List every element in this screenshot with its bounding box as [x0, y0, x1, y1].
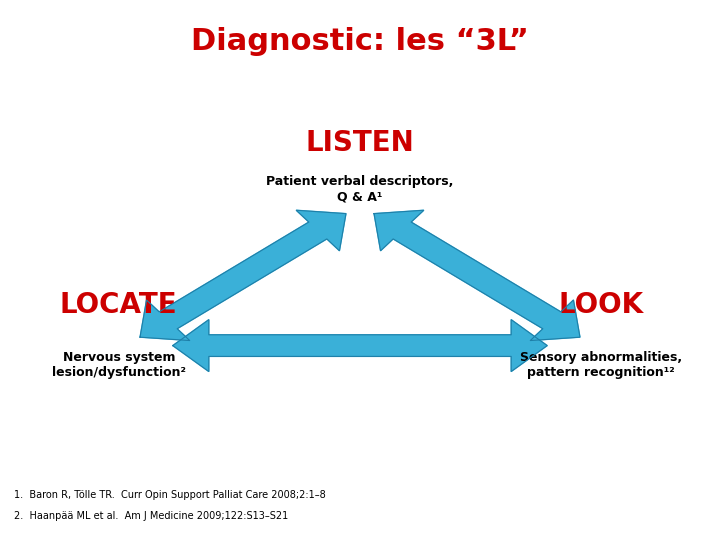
- Text: Nervous system
lesion/dysfunction²: Nervous system lesion/dysfunction²: [52, 351, 186, 379]
- Text: 2.  Haanpää ML et al.  Am J Medicine 2009;122:S13–S21: 2. Haanpää ML et al. Am J Medicine 2009;…: [14, 511, 289, 521]
- Polygon shape: [140, 210, 346, 341]
- Text: Patient verbal descriptors,
Q & A¹: Patient verbal descriptors, Q & A¹: [266, 176, 454, 204]
- Text: LOCATE: LOCATE: [60, 291, 178, 319]
- Text: 1.  Baron R, Tölle TR.  Curr Opin Support Palliat Care 2008;2:1–8: 1. Baron R, Tölle TR. Curr Opin Support …: [14, 489, 326, 500]
- Text: Diagnostic: les “3L”: Diagnostic: les “3L”: [191, 27, 529, 56]
- Polygon shape: [374, 210, 580, 341]
- Text: Sensory abnormalities,
pattern recognition¹²: Sensory abnormalities, pattern recogniti…: [520, 351, 683, 379]
- Text: LOOK: LOOK: [559, 291, 644, 319]
- Text: LISTEN: LISTEN: [305, 129, 415, 157]
- Polygon shape: [173, 320, 547, 372]
